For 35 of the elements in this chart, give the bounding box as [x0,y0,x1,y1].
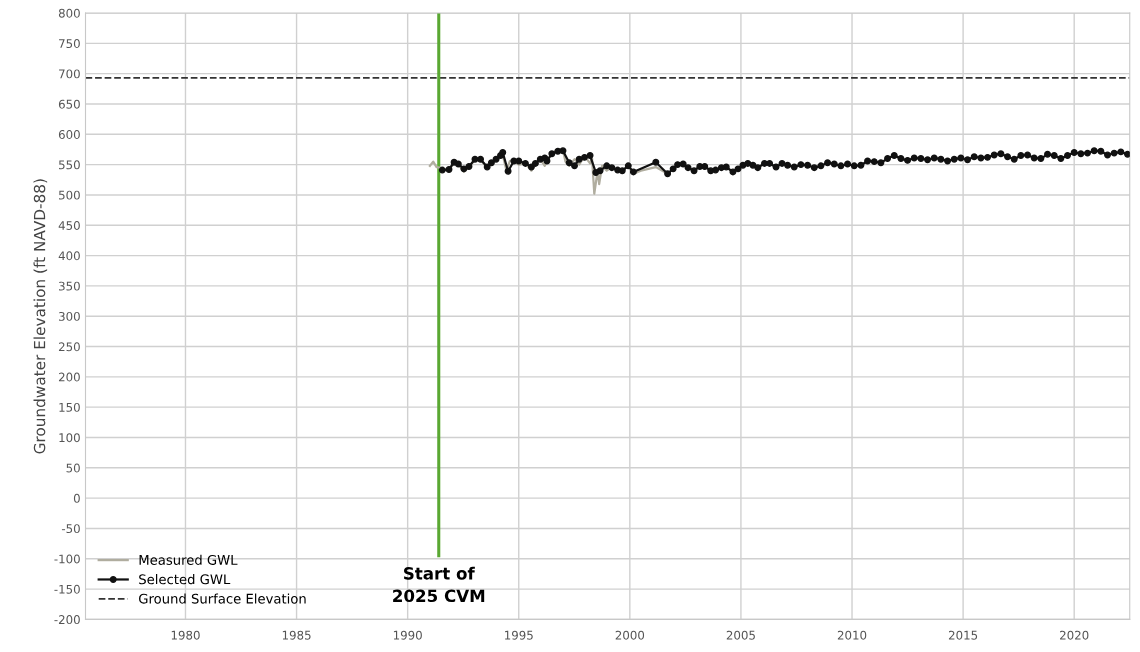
legend-label: Measured GWL [139,554,238,565]
y-tick-label: -50 [61,524,80,534]
y-tick-label: 500 [59,190,80,200]
y-tick-label: 550 [59,160,80,170]
x-tick-label: 2000 [615,630,645,640]
x-tick-label: 2010 [837,630,867,640]
x-tick-label: 1990 [393,630,422,640]
y-tick-label: 150 [59,402,80,412]
y-tick-label: 800 [58,8,80,18]
legend-label: Ground Surface Elevation [139,593,306,604]
legend-label: Selected GWL [139,574,231,585]
x-tick-label: 2020 [1060,630,1089,640]
x-tick-label: 1995 [505,630,533,640]
y-tick-label: 0 [73,493,80,503]
x-tick-label: 1985 [282,630,311,640]
y-tick-label: 400 [58,251,80,261]
x-tick-label: 2015 [948,630,978,640]
y-tick-label: -150 [54,584,80,594]
x-tick-label: 2005 [726,630,755,640]
y-tick-label: 350 [59,281,80,291]
y-tick-label: 450 [58,220,80,230]
y-axis-title: Groundwater Elevation (ft NAVD-88) [33,179,48,454]
x-tick-label: 1980 [171,630,200,640]
y-tick-label: -100 [54,554,80,564]
y-tick-label: 600 [58,130,80,139]
y-tick-label: 250 [58,342,80,352]
y-tick-label: 700 [59,69,80,79]
ref-line-label: Start of 2025 CVM [393,566,485,603]
y-tick-label: 750 [59,39,80,49]
y-tick-label: 200 [58,372,80,382]
y-tick-label: 100 [59,433,80,443]
y-tick-label: 650 [58,99,80,109]
y-tick-label: -200 [54,615,80,625]
y-tick-label: 50 [66,463,80,473]
y-tick-label: 300 [59,311,80,321]
